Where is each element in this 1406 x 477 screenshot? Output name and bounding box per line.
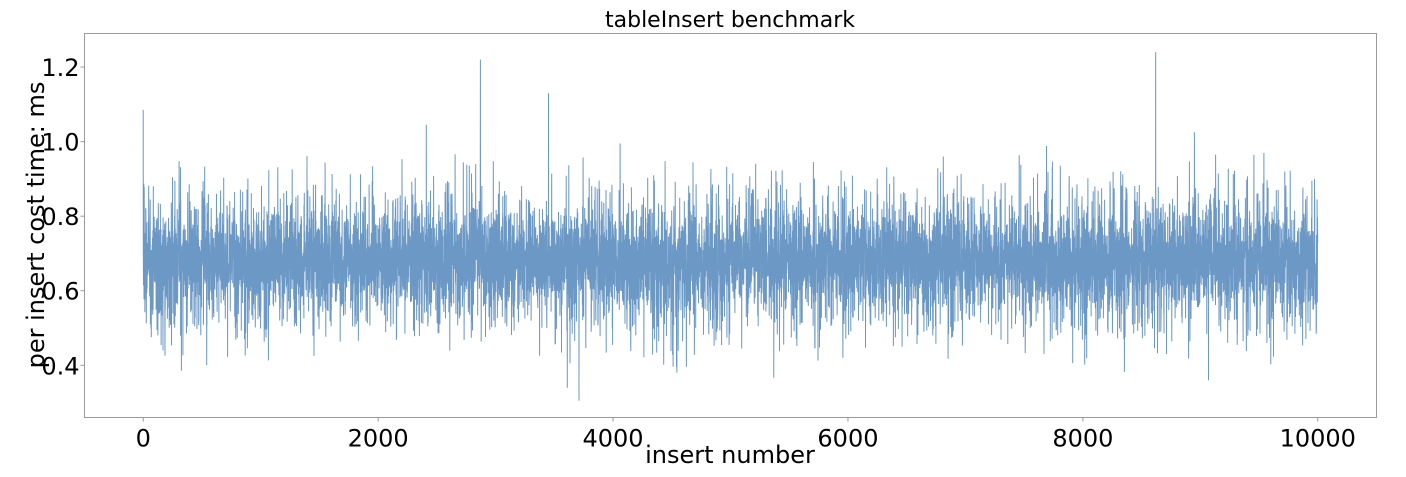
chart-title: tableInsert benchmark [605,8,855,33]
y-tick-label: 0.8 [41,203,79,231]
x-tick-label: 8000 [1052,425,1113,453]
x-axis-label: insert number [645,441,815,469]
y-tick-label: 0.6 [41,278,79,306]
y-tick-label: 1.2 [41,54,79,82]
x-tick-label: 4000 [583,425,644,453]
x-axis: 0 2000 4000 6000 8000 10000 [136,417,1356,453]
y-tick-label: 0.4 [41,352,79,380]
y-tick-label: 1.0 [41,129,79,157]
axes-frame [84,33,1377,418]
x-tick-label: 10000 [1280,425,1356,453]
x-tick-label: 0 [136,425,151,453]
series-line [142,52,1319,401]
plot-area [142,52,1319,401]
y-axis-label: per insert cost time: ms [22,82,50,369]
x-tick-label: 6000 [817,425,878,453]
x-tick-label: 2000 [348,425,409,453]
y-axis: 0.4 0.6 0.8 1.0 1.2 [41,54,85,380]
